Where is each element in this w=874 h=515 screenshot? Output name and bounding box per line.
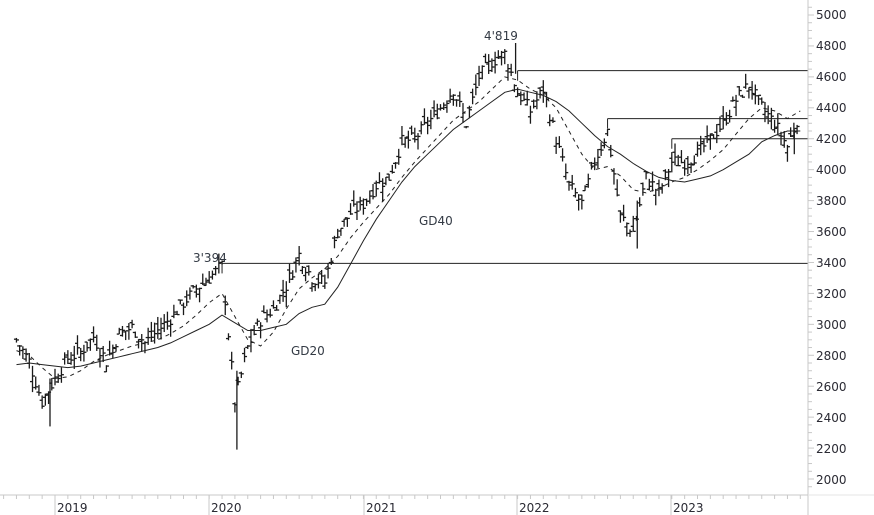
x-label-2022: 2022 <box>519 501 550 515</box>
x-axis-labels: 2019 2020 2021 2022 2023 <box>54 495 704 515</box>
y-label: 2000 <box>816 473 847 487</box>
x-label-2020: 2020 <box>211 501 242 515</box>
y-label: 4400 <box>816 101 847 115</box>
y-axis-labels: 5000 4800 4600 4400 4200 4000 3800 3600 … <box>816 8 847 487</box>
ohlc-bars <box>13 42 800 450</box>
y-label: 4000 <box>816 163 847 177</box>
y-label: 3400 <box>816 256 847 270</box>
y-label: 3000 <box>816 318 847 332</box>
x-axis-ticks <box>3 495 801 499</box>
gd40-line <box>16 88 801 369</box>
gd20-label: GD20 <box>291 344 325 358</box>
y-label: 2800 <box>816 349 847 363</box>
x-label-2019: 2019 <box>57 501 88 515</box>
y-label: 3600 <box>816 225 847 239</box>
peak-annotation: 4'819 <box>484 29 518 43</box>
moving-averages <box>16 76 801 380</box>
y-label: 2600 <box>816 380 847 394</box>
y-label: 3200 <box>816 287 847 301</box>
y-label: 2200 <box>816 442 847 456</box>
y-label: 5000 <box>816 8 847 22</box>
y-label: 2400 <box>816 411 847 425</box>
x-label-2023: 2023 <box>673 501 704 515</box>
y-label: 3800 <box>816 194 847 208</box>
x-label-2021: 2021 <box>366 501 397 515</box>
y-label: 4600 <box>816 70 847 84</box>
prev-high-annotation: 3'394 <box>193 251 227 265</box>
gd20-line <box>16 76 801 380</box>
y-axis-ticks <box>808 6 814 488</box>
y-label: 4800 <box>816 39 847 53</box>
gd40-label: GD40 <box>419 214 453 228</box>
y-label: 4200 <box>816 132 847 146</box>
resistance-lines <box>221 70 808 274</box>
